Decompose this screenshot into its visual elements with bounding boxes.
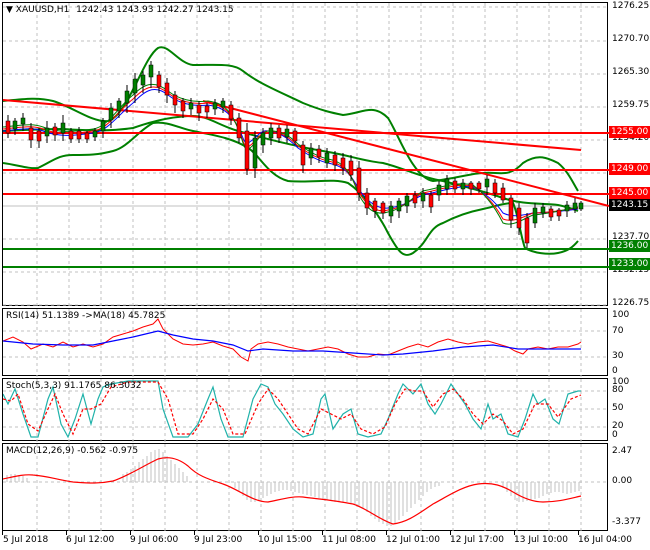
macd-signal-line (3, 457, 582, 525)
macd-title: MACD(12,26,9) -0.562 -0.975 (6, 446, 139, 456)
symbol-name: XAUUSD,H1 (15, 5, 70, 15)
stoch-tick: 100 (612, 377, 630, 387)
price-chart-pane[interactable]: ▼ XAUUSD,H1 1242.43 1243.93 1242.27 1243… (2, 2, 609, 307)
stoch-tick: 50 (612, 403, 624, 413)
rsi-tick: 100 (612, 310, 630, 320)
time-label: 10 Jul 15:00 (258, 535, 312, 545)
time-label: 9 Jul 06:00 (130, 535, 179, 545)
triangle-down-icon[interactable]: ▼ (6, 5, 13, 15)
rsi-title: RSI(14) 51.1389 ->MA(18) 45.7825 (6, 311, 166, 321)
symbol-header: ▼ XAUUSD,H1 1242.43 1243.93 1242.27 1243… (6, 5, 234, 15)
stochastic-title: Stoch(5,3,3) 91.1765 86.3032 (6, 381, 142, 391)
time-label: 5 Jul 2018 (3, 535, 49, 545)
rsi-tick: 0 (612, 366, 618, 376)
stochastic-pane[interactable]: Stoch(5,3,3) 91.1765 86.3032 (2, 378, 609, 442)
price-tick: 1254.20 (612, 133, 650, 143)
time-label: 16 Jul 04:00 (578, 535, 632, 545)
ohlc-values: 1242.43 1243.93 1242.27 1243.15 (76, 5, 234, 15)
time-label: 6 Jul 12:00 (66, 535, 115, 545)
support-tag-1236[interactable]: 1236.00 (609, 240, 650, 252)
stoch-tick: 0 (612, 430, 618, 440)
stoch-tick: 80 (612, 385, 624, 395)
macd-tick: 2.47 (612, 446, 633, 456)
rsi-tick: 30 (612, 351, 624, 361)
price-tick: 1265.30 (612, 67, 650, 77)
rsi-ma-line (3, 330, 581, 356)
trendlines (3, 99, 609, 207)
rsi-pane[interactable]: RSI(14) 51.1389 ->MA(18) 45.7825 (2, 308, 609, 377)
time-label: 12 Jul 01:00 (386, 535, 440, 545)
bollinger-bands (3, 46, 579, 256)
current-price-tag: 1243.15 (609, 199, 650, 211)
time-label: 12 Jul 17:00 (450, 535, 504, 545)
stochastic-canvas (3, 379, 609, 442)
resistance-tag-1255[interactable]: 1255.00 (609, 126, 650, 138)
support-tag-1233[interactable]: 1233.00 (609, 258, 650, 270)
price-tick: 1270.70 (612, 34, 650, 44)
resistance-tag-1249[interactable]: 1249.00 (609, 163, 650, 175)
price-tick: 1237.70 (612, 232, 650, 242)
rsi-canvas (3, 309, 609, 377)
macd-histogram (6, 449, 580, 526)
level-lines (3, 132, 609, 268)
price-tick: 1259.75 (612, 100, 650, 110)
time-label: 13 Jul 10:00 (514, 535, 568, 545)
macd-canvas (3, 444, 609, 532)
time-label: 11 Jul 08:00 (322, 535, 376, 545)
price-tick: 1232.15 (612, 265, 650, 275)
macd-pane[interactable]: MACD(12,26,9) -0.562 -0.975 (2, 443, 609, 532)
stoch-d-line (3, 381, 582, 436)
rsi-tick: 70 (612, 326, 624, 336)
rsi-line (3, 318, 582, 362)
price-tick: 1226.75 (612, 298, 650, 308)
time-label: 9 Jul 23:00 (194, 535, 243, 545)
stoch-tick: 20 (612, 421, 624, 431)
resistance-tag-1245[interactable]: 1245.00 (609, 187, 650, 199)
price-tick: 1276.25 (612, 1, 650, 11)
price-chart-canvas (3, 3, 609, 307)
macd-tick: 0.00 (612, 476, 633, 486)
candlesticks (5, 61, 584, 248)
macd-tick: -3.377 (612, 517, 642, 527)
